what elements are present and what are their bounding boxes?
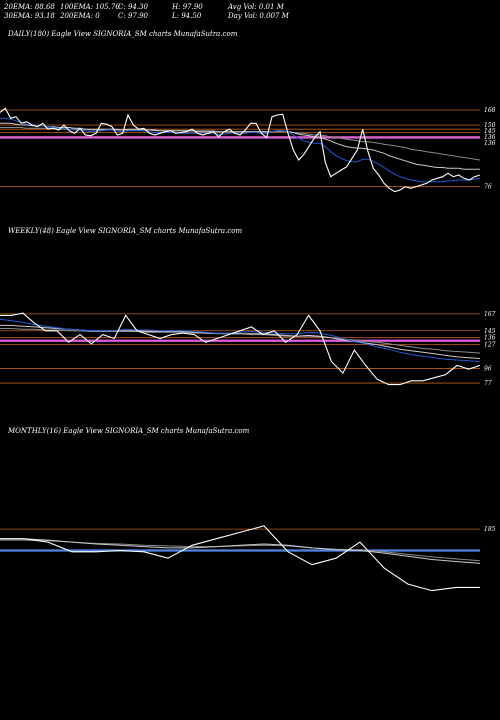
header-day-vol: Day Vol: 0.007 M bbox=[228, 12, 289, 20]
daily-tick-label: 136 bbox=[484, 140, 496, 147]
daily-tick-label: 145 bbox=[484, 128, 496, 135]
daily-chart-title: DAILY(180) Eagle View SIGNORIA_SM charts… bbox=[8, 30, 238, 38]
weekly-tick-label: 96 bbox=[484, 366, 492, 373]
weekly-tick-label: 167 bbox=[484, 311, 496, 318]
weekly-price-line bbox=[0, 312, 481, 386]
monthly-ema-line bbox=[0, 538, 481, 564]
daily-ema-line bbox=[0, 117, 481, 183]
header-low: L: 94.50 bbox=[172, 12, 202, 20]
header-200ema: 200EMA: 0 bbox=[60, 12, 100, 20]
header-100ema: 100EMA: 105.76 bbox=[60, 3, 120, 11]
header-high: H: 97.90 bbox=[172, 3, 203, 11]
monthly-plot-group: 185 bbox=[0, 525, 496, 592]
monthly-chart-title: MONTHLY(16) Eagle View SIGNORIA_SM chart… bbox=[8, 427, 250, 435]
daily-ema-line bbox=[0, 122, 480, 170]
weekly-tick-label: 77 bbox=[484, 380, 492, 387]
daily-tick-label: 168 bbox=[484, 107, 496, 114]
header-close-2: C: 97.90 bbox=[118, 12, 148, 20]
header-30ema: 30EMA: 93.18 bbox=[4, 12, 55, 20]
weekly-tick-label: 136 bbox=[484, 335, 496, 342]
daily-tick-label: 136 bbox=[484, 134, 496, 141]
monthly-price-line bbox=[0, 525, 480, 592]
daily-price-line bbox=[0, 107, 481, 193]
weekly-ema-line bbox=[0, 318, 481, 362]
weekly-chart-title: WEEKLY(48) Eagle View SIGNORIA_SM charts… bbox=[8, 227, 243, 235]
weekly-tick-label: 145 bbox=[484, 328, 496, 335]
daily-tick-label: 76 bbox=[484, 184, 492, 191]
header-20ema: 20EMA: 88.68 bbox=[4, 3, 55, 11]
daily-tick-label: 150 bbox=[484, 122, 496, 129]
monthly-tick-label: 185 bbox=[484, 526, 496, 533]
header-avg-vol: Avg Vol: 0.01 M bbox=[228, 3, 284, 11]
weekly-tick-label: 127 bbox=[484, 342, 496, 349]
header-close: C: 94.30 bbox=[118, 3, 148, 11]
